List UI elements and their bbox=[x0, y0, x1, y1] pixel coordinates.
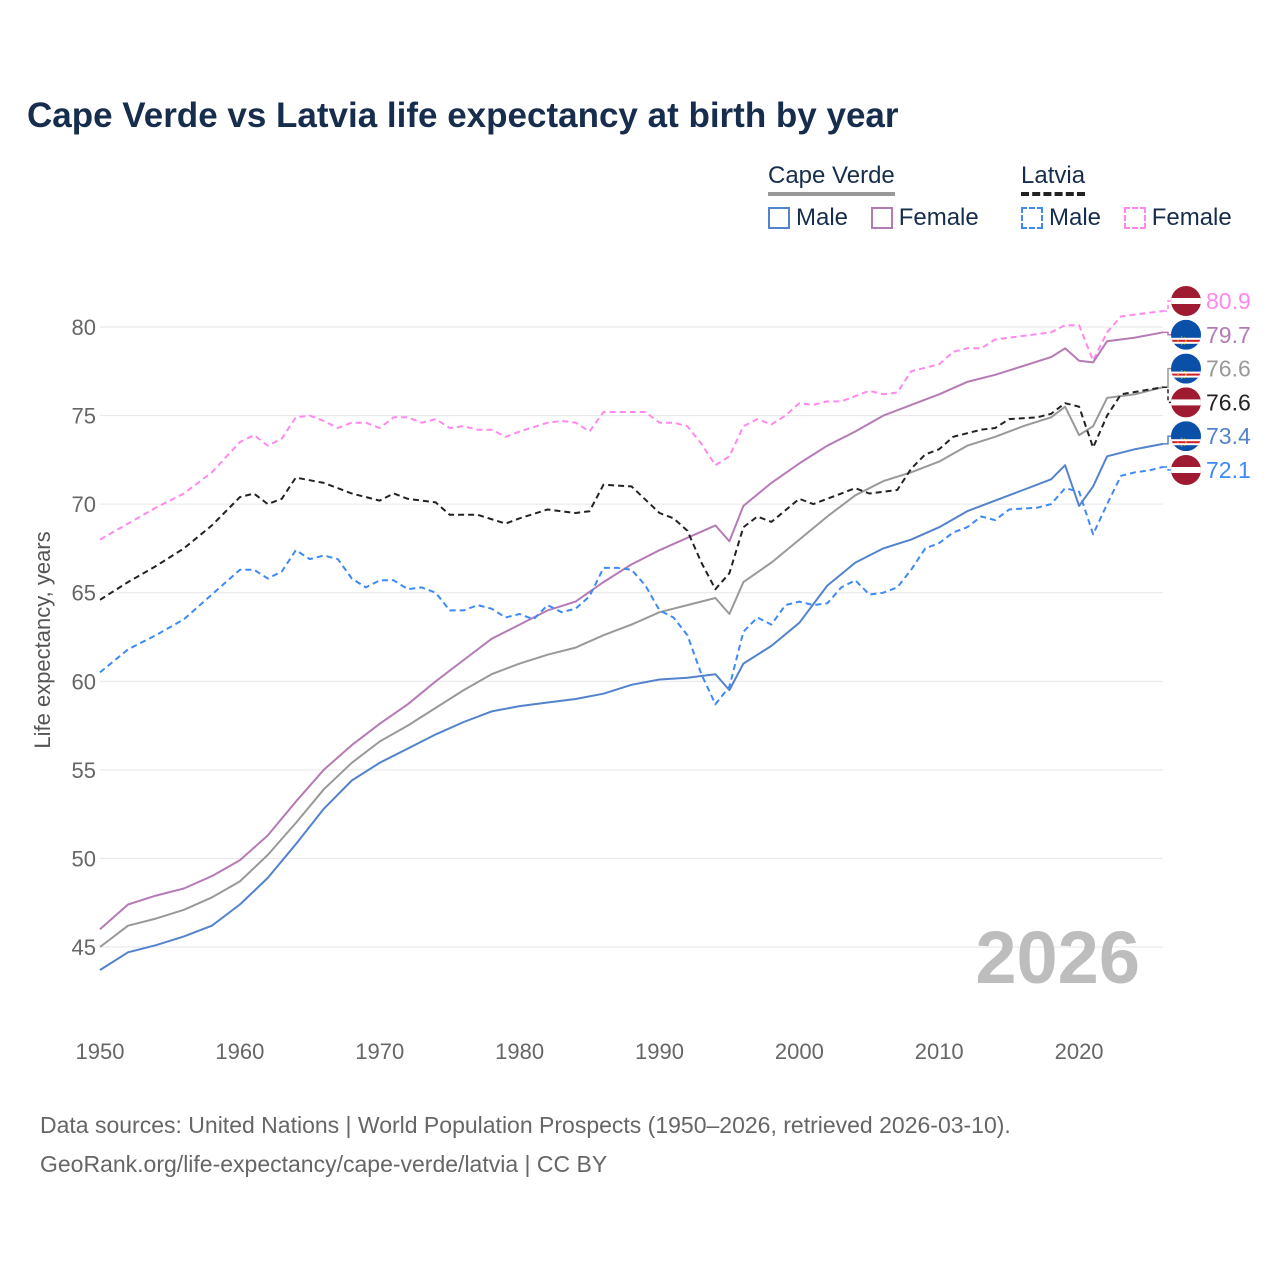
flag-cape-verde-icon bbox=[1171, 353, 1201, 384]
flag-cape-verde-icon bbox=[1171, 319, 1201, 350]
gridlines bbox=[100, 326, 1163, 948]
flag-blue bbox=[1171, 319, 1201, 350]
series-line-cape-verde-male bbox=[99, 442, 1164, 971]
series-lines bbox=[99, 310, 1164, 971]
x-tick-label: 1990 bbox=[635, 1039, 684, 1064]
series-line-cape-verde bbox=[99, 386, 1164, 948]
label-connector bbox=[1163, 300, 1174, 312]
chart-title: Cape Verde vs Latvia life expectancy at … bbox=[27, 96, 899, 135]
end-value-label: 73.4 bbox=[1206, 423, 1251, 449]
end-value-label: 76.6 bbox=[1206, 389, 1251, 415]
flag-fill bbox=[1171, 387, 1201, 418]
label-connector bbox=[1163, 466, 1174, 471]
flag-fill bbox=[1171, 286, 1201, 316]
flag-fill bbox=[1171, 353, 1201, 384]
x-tick-label: 1960 bbox=[215, 1039, 264, 1064]
footer: Data sources: United Nations | World Pop… bbox=[40, 1106, 1011, 1184]
x-tick-label: 1980 bbox=[495, 1039, 544, 1064]
legend-swatch bbox=[1123, 207, 1146, 229]
flag-stars bbox=[1177, 370, 1187, 380]
legend-label: Male bbox=[796, 204, 849, 231]
legend-title-cape-verde: Cape Verde bbox=[768, 162, 895, 196]
flag-white-stripe bbox=[1171, 298, 1201, 304]
legend-swatch bbox=[1021, 207, 1043, 229]
legend-group-cape-verde: Cape Verde Male Female bbox=[768, 162, 995, 236]
flag-blue bbox=[1171, 421, 1201, 452]
source-link[interactable]: GeoRank.org/life-expectancy/cape-verde/l… bbox=[40, 1151, 608, 1177]
series-line-cape-verde-female bbox=[99, 331, 1164, 931]
x-tick-label: 1950 bbox=[76, 1039, 125, 1064]
flag-stars bbox=[1177, 437, 1187, 447]
flag-blue bbox=[1171, 353, 1201, 384]
legend-item-latvia-female[interactable]: Female bbox=[1123, 204, 1232, 232]
y-tick-label: 70 bbox=[72, 492, 96, 517]
legend-label: Female bbox=[1151, 204, 1232, 231]
flag-fill bbox=[1171, 455, 1201, 485]
flag-latvia-icon bbox=[1171, 286, 1201, 316]
y-tick-label: 50 bbox=[72, 846, 96, 871]
legend-label: Male bbox=[1049, 204, 1102, 231]
data-source-text: Data sources: United Nations | World Pop… bbox=[40, 1112, 1011, 1138]
series-line-latvia bbox=[99, 386, 1164, 601]
y-tick-label: 80 bbox=[72, 315, 96, 340]
end-value-label: 76.6 bbox=[1206, 356, 1251, 382]
x-tick-label: 1970 bbox=[355, 1039, 404, 1064]
flag-white-stripe bbox=[1171, 399, 1201, 406]
y-tick-label: 65 bbox=[72, 581, 96, 606]
legend-label: Female bbox=[898, 204, 979, 231]
end-value-label: 79.7 bbox=[1206, 322, 1251, 348]
end-value-label: 80.9 bbox=[1206, 288, 1251, 314]
x-tick-label: 2010 bbox=[915, 1039, 964, 1064]
flag-fill bbox=[1171, 421, 1201, 452]
flag-white-stripe bbox=[1171, 467, 1201, 473]
x-tick-label: 2000 bbox=[775, 1039, 824, 1064]
line-chart: 45 50 55 60 65 70 75 80 1950 1960 1970 1980 1990 2000… bbox=[30, 286, 1251, 1064]
y-tick-label: 75 bbox=[72, 404, 96, 429]
legend-group-latvia: Latvia Male Female bbox=[1021, 162, 1248, 236]
legend-swatch bbox=[870, 207, 893, 229]
legend-swatch bbox=[768, 207, 790, 229]
end-value-label: 72.1 bbox=[1206, 457, 1251, 483]
series-line-latvia-female bbox=[99, 310, 1164, 541]
end-labels: 80.9 79.7 76.6 76.6 73.4 72.1 bbox=[1163, 286, 1251, 485]
y-axis-title: Life expectancy, years bbox=[30, 531, 55, 748]
series-line-latvia-male bbox=[99, 465, 1164, 706]
flag-stars bbox=[1177, 336, 1187, 346]
legend-item-cape-verde-female[interactable]: Female bbox=[870, 204, 979, 232]
y-tick-label: 60 bbox=[72, 669, 96, 694]
x-tick-label: 2020 bbox=[1055, 1039, 1104, 1064]
legend-item-latvia-male[interactable]: Male bbox=[1021, 204, 1101, 232]
legend-title-latvia: Latvia bbox=[1021, 162, 1086, 196]
flag-fill bbox=[1171, 319, 1201, 350]
legend: Cape Verde Male Female Latvia Male Femal… bbox=[0, 162, 1280, 242]
y-tick-label: 55 bbox=[72, 758, 96, 783]
flag-latvia-icon bbox=[1171, 455, 1201, 485]
year-watermark: 2026 bbox=[975, 916, 1140, 999]
axes: 45 50 55 60 65 70 75 80 1950 1960 1970 1980 1990 2000… bbox=[72, 315, 1104, 1064]
flag-latvia-icon bbox=[1171, 387, 1201, 418]
legend-item-cape-verde-male[interactable]: Male bbox=[768, 204, 848, 232]
flag-cape-verde-icon bbox=[1171, 421, 1201, 452]
y-tick-label: 45 bbox=[72, 935, 96, 960]
